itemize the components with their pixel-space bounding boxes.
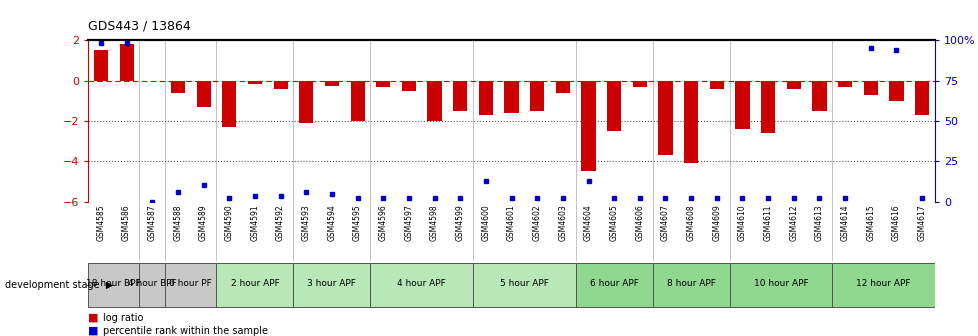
Bar bbox=[165, 263, 216, 307]
Bar bbox=[709, 81, 723, 89]
Bar bbox=[472, 263, 575, 307]
Text: GSM4602: GSM4602 bbox=[532, 205, 541, 241]
Text: GSM4609: GSM4609 bbox=[712, 205, 721, 241]
Text: GSM4594: GSM4594 bbox=[327, 205, 336, 241]
Text: GSM4610: GSM4610 bbox=[737, 205, 746, 241]
Text: percentile rank within the sample: percentile rank within the sample bbox=[103, 326, 268, 336]
Text: GSM4586: GSM4586 bbox=[122, 205, 131, 241]
Bar bbox=[139, 263, 165, 307]
Text: GSM4601: GSM4601 bbox=[507, 205, 515, 241]
Text: GSM4588: GSM4588 bbox=[173, 205, 182, 241]
Text: GSM4590: GSM4590 bbox=[225, 205, 234, 241]
Bar bbox=[786, 81, 800, 89]
Bar bbox=[216, 263, 293, 307]
Bar bbox=[729, 263, 831, 307]
Text: 18 hour BPF: 18 hour BPF bbox=[86, 280, 141, 289]
Bar bbox=[350, 81, 364, 121]
Text: GSM4606: GSM4606 bbox=[635, 205, 644, 241]
Bar bbox=[658, 81, 672, 155]
Bar bbox=[652, 263, 729, 307]
Bar bbox=[831, 263, 934, 307]
Bar bbox=[581, 81, 595, 171]
Bar bbox=[504, 81, 518, 113]
Bar bbox=[760, 81, 775, 133]
Bar bbox=[556, 81, 569, 93]
Text: development stage  ▶: development stage ▶ bbox=[5, 280, 113, 290]
Text: GDS443 / 13864: GDS443 / 13864 bbox=[88, 19, 191, 32]
Text: ■: ■ bbox=[88, 312, 99, 323]
Bar bbox=[632, 81, 646, 87]
Bar bbox=[837, 81, 851, 87]
Bar bbox=[273, 81, 288, 89]
Text: GSM4607: GSM4607 bbox=[660, 205, 669, 241]
Bar bbox=[530, 81, 544, 111]
Bar bbox=[325, 81, 338, 86]
Bar bbox=[171, 81, 185, 93]
Text: GSM4608: GSM4608 bbox=[686, 205, 695, 241]
Text: GSM4617: GSM4617 bbox=[916, 205, 925, 241]
Bar bbox=[888, 81, 903, 101]
Text: GSM4605: GSM4605 bbox=[609, 205, 618, 241]
Text: GSM4616: GSM4616 bbox=[891, 205, 900, 241]
Text: GSM4597: GSM4597 bbox=[404, 205, 413, 241]
Bar bbox=[247, 81, 262, 84]
Text: GSM4604: GSM4604 bbox=[584, 205, 593, 241]
Text: GSM4587: GSM4587 bbox=[148, 205, 156, 241]
Text: GSM4613: GSM4613 bbox=[814, 205, 823, 241]
Bar bbox=[914, 81, 928, 115]
Text: 5 hour APF: 5 hour APF bbox=[500, 280, 549, 289]
Text: GSM4595: GSM4595 bbox=[353, 205, 362, 241]
Bar bbox=[299, 81, 313, 123]
Text: GSM4614: GSM4614 bbox=[840, 205, 849, 241]
Bar bbox=[401, 81, 416, 91]
Bar bbox=[88, 263, 139, 307]
Text: GSM4593: GSM4593 bbox=[301, 205, 310, 241]
Bar bbox=[812, 81, 825, 111]
Bar bbox=[94, 50, 108, 81]
Text: 2 hour APF: 2 hour APF bbox=[230, 280, 279, 289]
Bar bbox=[684, 81, 697, 163]
Text: GSM4585: GSM4585 bbox=[97, 205, 106, 241]
Text: GSM4612: GSM4612 bbox=[788, 205, 797, 241]
Text: GSM4592: GSM4592 bbox=[276, 205, 285, 241]
Bar bbox=[478, 81, 492, 115]
Text: GSM4598: GSM4598 bbox=[429, 205, 438, 241]
Bar bbox=[427, 81, 441, 121]
Text: GSM4615: GSM4615 bbox=[866, 205, 874, 241]
Bar bbox=[222, 81, 236, 127]
Text: log ratio: log ratio bbox=[103, 312, 143, 323]
Text: 4 hour APF: 4 hour APF bbox=[397, 280, 446, 289]
Text: GSM4611: GSM4611 bbox=[763, 205, 772, 241]
Text: GSM4603: GSM4603 bbox=[557, 205, 567, 241]
Text: 6 hour APF: 6 hour APF bbox=[589, 280, 638, 289]
Bar bbox=[370, 263, 472, 307]
Text: 12 hour APF: 12 hour APF bbox=[856, 280, 910, 289]
Text: GSM4589: GSM4589 bbox=[199, 205, 208, 241]
Text: GSM4600: GSM4600 bbox=[481, 205, 490, 241]
Text: 0 hour PF: 0 hour PF bbox=[169, 280, 212, 289]
Text: GSM4591: GSM4591 bbox=[250, 205, 259, 241]
Bar bbox=[293, 263, 370, 307]
Text: GSM4599: GSM4599 bbox=[455, 205, 465, 241]
Text: 10 hour APF: 10 hour APF bbox=[753, 280, 808, 289]
Text: 4 hour BPF: 4 hour BPF bbox=[128, 280, 176, 289]
Bar bbox=[606, 81, 621, 131]
Text: GSM4596: GSM4596 bbox=[378, 205, 387, 241]
Text: 3 hour APF: 3 hour APF bbox=[307, 280, 356, 289]
Text: 8 hour APF: 8 hour APF bbox=[666, 280, 715, 289]
Bar bbox=[197, 81, 210, 107]
Bar bbox=[863, 81, 877, 95]
Bar bbox=[453, 81, 467, 111]
Text: ■: ■ bbox=[88, 326, 99, 336]
Bar bbox=[575, 263, 652, 307]
Bar bbox=[734, 81, 749, 129]
Bar bbox=[119, 44, 134, 81]
Bar bbox=[376, 81, 390, 87]
